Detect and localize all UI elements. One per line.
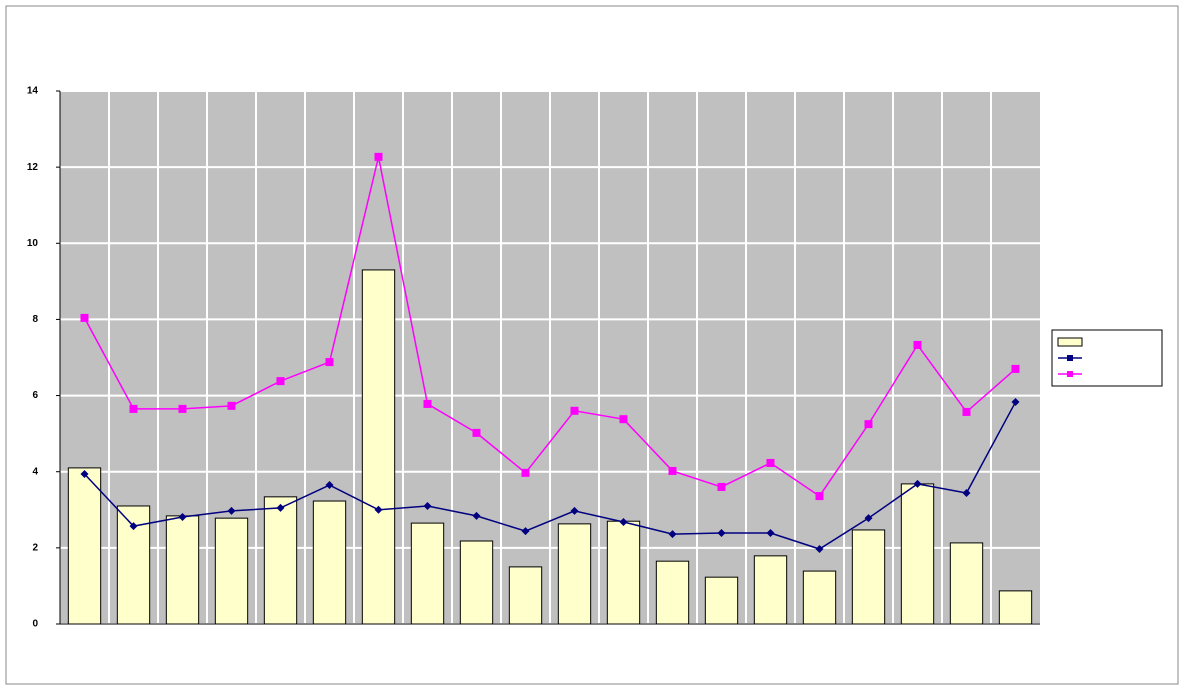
y-tick-label: 4 bbox=[32, 466, 38, 477]
marker bbox=[815, 544, 824, 553]
marker bbox=[521, 527, 530, 536]
bar bbox=[900, 483, 935, 625]
bar bbox=[704, 576, 739, 625]
bar bbox=[851, 529, 886, 625]
marker bbox=[129, 404, 138, 413]
marker bbox=[815, 492, 824, 501]
bar bbox=[459, 540, 494, 625]
y-tick-label: 14 bbox=[27, 86, 39, 97]
line bbox=[83, 401, 1017, 550]
marker bbox=[668, 530, 677, 539]
marker bbox=[80, 313, 89, 322]
marker bbox=[668, 466, 677, 475]
marker bbox=[423, 399, 432, 408]
bar bbox=[165, 515, 200, 625]
legend-swatch bbox=[1057, 337, 1083, 347]
marker bbox=[962, 489, 971, 498]
marker bbox=[521, 468, 530, 477]
bar bbox=[410, 522, 445, 625]
marker bbox=[276, 377, 285, 386]
bar bbox=[557, 523, 592, 625]
marker bbox=[129, 522, 138, 531]
bar bbox=[998, 590, 1033, 625]
y-tick-label: 0 bbox=[32, 619, 38, 630]
bar bbox=[949, 542, 984, 625]
marker bbox=[325, 481, 334, 490]
bar bbox=[263, 496, 298, 625]
marker bbox=[619, 517, 628, 526]
bar bbox=[361, 269, 396, 625]
line bbox=[83, 156, 1016, 498]
marker bbox=[374, 152, 383, 161]
y-tick-label: 10 bbox=[27, 238, 39, 249]
marker bbox=[717, 482, 726, 491]
marker bbox=[570, 506, 579, 515]
marker bbox=[962, 407, 971, 416]
marker bbox=[913, 479, 922, 488]
bar bbox=[655, 560, 690, 625]
marker bbox=[1011, 364, 1020, 373]
y-tick-label: 2 bbox=[32, 542, 38, 553]
marker bbox=[1011, 398, 1020, 407]
y-tick-label: 8 bbox=[32, 314, 38, 325]
bar bbox=[606, 520, 641, 625]
bar bbox=[67, 467, 102, 625]
marker bbox=[766, 458, 775, 467]
bar bbox=[802, 570, 837, 625]
y-tick-label: 6 bbox=[32, 390, 38, 401]
marker bbox=[276, 503, 285, 512]
legend-marker bbox=[1067, 355, 1073, 361]
marker bbox=[570, 406, 579, 415]
legend-marker bbox=[1067, 371, 1073, 377]
y-tick-label: 12 bbox=[27, 162, 39, 173]
bar bbox=[312, 500, 347, 625]
marker bbox=[766, 529, 775, 538]
marker bbox=[913, 340, 922, 349]
marker bbox=[717, 529, 726, 538]
marker bbox=[472, 428, 481, 437]
marker bbox=[423, 501, 432, 510]
marker bbox=[472, 511, 481, 520]
bar bbox=[753, 555, 788, 625]
bar bbox=[508, 566, 543, 625]
marker bbox=[227, 401, 236, 410]
marker bbox=[864, 514, 873, 523]
marker bbox=[864, 420, 873, 429]
marker bbox=[178, 513, 187, 522]
marker bbox=[619, 415, 628, 424]
marker bbox=[80, 469, 89, 478]
marker bbox=[227, 506, 236, 515]
marker bbox=[325, 358, 334, 367]
marker bbox=[178, 404, 187, 413]
marker bbox=[374, 505, 383, 514]
bar bbox=[214, 517, 249, 625]
